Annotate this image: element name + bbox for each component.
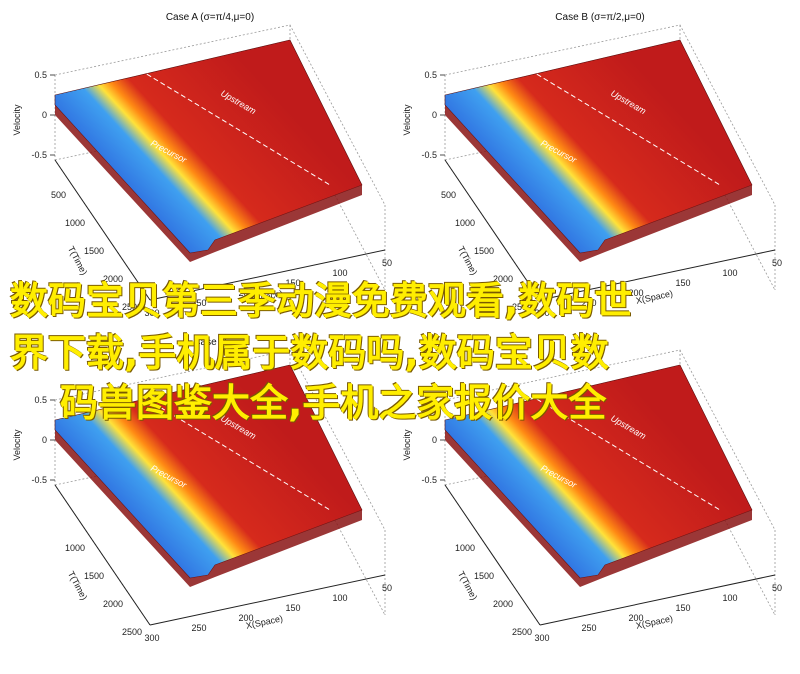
x-axis-line (149, 574, 386, 626)
t-axis-line (444, 484, 541, 626)
x-tick-label: 200 (628, 288, 643, 298)
t-tick-label: 2000 (493, 599, 513, 609)
z-tick-label: -0.5 (421, 150, 437, 160)
x-tick-label: 100 (722, 268, 737, 278)
surface-edge (55, 430, 362, 587)
x-tick-label: 50 (382, 258, 392, 268)
x-axis-line (539, 249, 776, 301)
t-tick-label: 500 (51, 190, 66, 200)
x-tick-label: 100 (722, 593, 737, 603)
t-axis-line (444, 159, 541, 301)
x-tick-label: 300 (144, 633, 159, 643)
front-boundary (139, 69, 331, 186)
t-tick-label: 1500 (474, 571, 494, 581)
t-tick-label: 1500 (84, 571, 104, 581)
z-tick-label: 0 (42, 435, 47, 445)
t-tick-label: 500 (441, 190, 456, 200)
x-tick-label: 200 (238, 288, 253, 298)
t-tick-label: 1500 (474, 246, 494, 256)
t-tick-label: 1000 (455, 543, 475, 553)
z-tick-label: 0 (42, 110, 47, 120)
front-boundary (529, 69, 721, 186)
panel-title: Case A (σ=π/4,μ=0) (166, 12, 254, 23)
overlay-line-3: 码兽图鉴大全,手机之家报价大全 (60, 381, 607, 425)
x-tick-label: 250 (191, 623, 206, 633)
x-tick-label: 100 (332, 268, 347, 278)
z-tick-label: 0.5 (34, 70, 47, 80)
z-tick-label: -0.5 (421, 475, 437, 485)
t-tick-label: 2500 (122, 627, 142, 637)
t-tick-label: 2000 (103, 599, 123, 609)
t-axis-line (54, 484, 151, 626)
surface (444, 39, 753, 254)
x-tick-label: 150 (675, 278, 690, 288)
z-tick-label: -0.5 (31, 150, 47, 160)
x-tick-label: 200 (628, 613, 643, 623)
z-tick-label: 0 (432, 110, 437, 120)
x-tick-label: 100 (332, 593, 347, 603)
z-axis-label: Velocity (402, 429, 412, 461)
t-tick-label: 2000 (493, 274, 513, 284)
t-tick-label: 1000 (65, 543, 85, 553)
t-tick-label: 2500 (122, 302, 142, 312)
surface-edge (445, 105, 752, 262)
surface-edge (55, 105, 362, 262)
z-tick-label: 0 (432, 435, 437, 445)
x-axis-line (539, 574, 776, 626)
panel-title: Case B (σ=π/2,μ=0) (555, 12, 644, 23)
x-tick-label: 50 (382, 583, 392, 593)
x-axis-line (149, 249, 386, 301)
x-tick-label: 50 (772, 258, 782, 268)
x-tick-label: 150 (675, 603, 690, 613)
x-tick-label: 150 (285, 278, 300, 288)
overlay-line-2: 界下载,手机属于数码吗,数码宝贝数 (10, 331, 609, 375)
z-tick-label: 0.5 (34, 395, 47, 405)
x-tick-label: 300 (534, 308, 549, 318)
t-tick-label: 2500 (512, 627, 532, 637)
panel-1: Case A (σ=π/4,μ=0)UpstreamPrecursorDowns… (12, 12, 392, 318)
z-axis-label: Velocity (402, 104, 412, 136)
z-axis-label: Velocity (12, 429, 22, 461)
surface-edge (445, 430, 752, 587)
panel-title: Case C (193, 337, 226, 348)
x-tick-label: 250 (581, 623, 596, 633)
x-tick-label: 50 (772, 583, 782, 593)
x-tick-label: 300 (144, 308, 159, 318)
z-tick-label: 0.5 (424, 70, 437, 80)
z-axis-label: Velocity (12, 104, 22, 136)
x-tick-label: 250 (581, 298, 596, 308)
t-tick-label: 2500 (512, 302, 532, 312)
t-axis-line (54, 159, 151, 301)
t-tick-label: 2000 (103, 274, 123, 284)
z-tick-label: -0.5 (31, 475, 47, 485)
t-tick-label: 1000 (65, 218, 85, 228)
overlay-line-1: 数码宝贝第三季动漫免费观看,数码世 (10, 279, 633, 323)
surface (54, 39, 363, 254)
front-boundary (529, 394, 721, 511)
x-tick-label: 150 (285, 603, 300, 613)
t-tick-label: 1000 (455, 218, 475, 228)
z-tick-label: 0.5 (424, 395, 437, 405)
x-tick-label: 300 (534, 633, 549, 643)
t-tick-label: 1500 (84, 246, 104, 256)
front-boundary (139, 394, 331, 511)
x-tick-label: 200 (238, 613, 253, 623)
x-tick-label: 250 (191, 298, 206, 308)
